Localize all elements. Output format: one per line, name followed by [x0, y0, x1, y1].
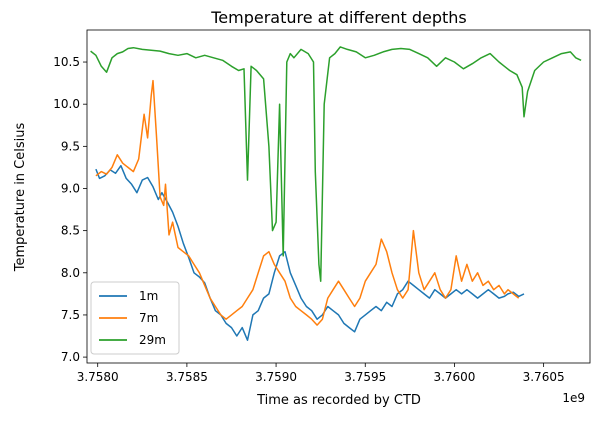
- y-tick-label: 9.0: [61, 181, 80, 195]
- y-tick-label: 8.0: [61, 266, 80, 280]
- y-tick-label: 7.0: [61, 350, 80, 364]
- y-axis-label: Temperature in Celsius: [13, 123, 28, 273]
- y-tick-label: 10.0: [53, 97, 80, 111]
- x-tick-label: 3.7585: [166, 370, 208, 384]
- x-tick-label: 3.7600: [433, 370, 475, 384]
- series-line-7m: [95, 79, 520, 326]
- x-tick-label: 3.7580: [77, 370, 119, 384]
- x-tick-label: 3.7605: [523, 370, 565, 384]
- chart-title: Temperature at different depths: [210, 8, 467, 27]
- x-tick-label: 3.7595: [344, 370, 386, 384]
- y-tick-label: 7.5: [61, 308, 80, 322]
- y-tick-label: 9.5: [61, 139, 80, 153]
- legend-label-29m: 29m: [139, 333, 166, 347]
- x-axis-offset-label: 1e9: [562, 391, 585, 405]
- y-tick-label: 10.5: [53, 55, 80, 69]
- legend: 1m 7m 29m: [90, 281, 180, 355]
- y-tick-label: 8.5: [61, 224, 80, 238]
- x-tick-label: 3.7590: [255, 370, 297, 384]
- legend-label-1m: 1m: [139, 289, 158, 303]
- plot-frame: [86, 29, 591, 364]
- legend-box: [90, 281, 180, 355]
- x-axis-label: Time as recorded by CTD: [256, 393, 421, 408]
- series-line-29m: [90, 46, 582, 282]
- legend-label-7m: 7m: [139, 311, 158, 325]
